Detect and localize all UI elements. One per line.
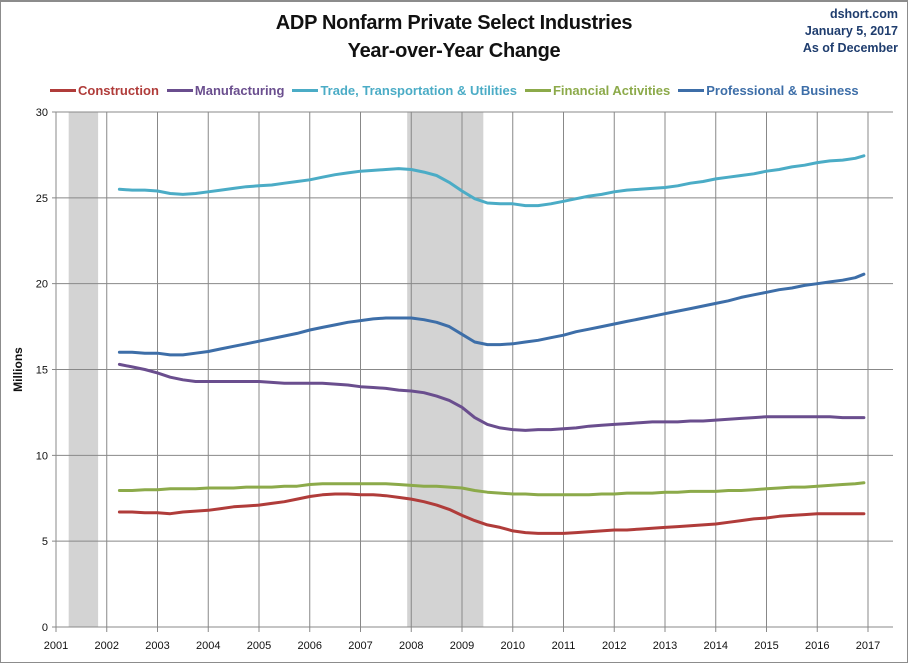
source-asof: As of December [802,41,898,55]
x-tick-label: 2010 [501,640,525,652]
x-tick-label: 2016 [805,640,829,652]
source-block: dshort.com January 5, 2017 As of Decembe… [803,6,898,57]
x-tick-label: 2008 [399,640,423,652]
x-tick-label: 2011 [552,640,576,652]
y-tick-label: 10 [36,450,48,462]
source-date: January 5, 2017 [804,24,898,38]
legend-item: Professional & Business [676,83,859,98]
source-site: dshort.com [829,7,898,21]
y-tick-label: 0 [42,622,48,634]
series-line-construction [117,492,866,535]
x-tick-label: 2003 [145,640,169,652]
series-line-financial-activities [117,481,866,497]
legend-label: Financial Activities [552,83,671,98]
x-tick-label: 2014 [704,640,728,652]
legend-item: Financial Activities [523,83,670,98]
legend-swatch [678,89,705,92]
x-tick-label: 2009 [450,640,474,652]
y-tick-label: 20 [36,279,48,291]
x-tick-label: 2001 [44,640,68,652]
y-tick-label: 5 [42,536,48,548]
legend-label: Manufacturing [194,83,285,98]
x-tick-label: 2007 [348,640,372,652]
legend-swatch [524,89,551,92]
y-tick-label: 25 [36,193,48,205]
legend-label: Professional & Business [706,83,859,98]
legend-item: Construction [48,83,159,98]
series-line-manufacturing [117,362,866,432]
legend-item: Trade, Transportation & Utilities [290,83,517,98]
y-tick-label: 30 [36,107,48,119]
legend-swatch [166,89,193,92]
legend: Construction Manufacturing Trade, Transpor… [48,83,859,98]
legend-label: Construction [78,83,159,98]
chart-title: ADP Nonfarm Private Select Industries [275,12,633,34]
series-line-professional-business [117,272,866,357]
legend-swatch [50,89,76,92]
legend-item: Manufacturing [165,83,285,98]
x-tick-label: 2017 [856,640,880,652]
y-axis-label: Millions [11,347,25,392]
x-tick-label: 2004 [196,640,220,652]
x-tick-label: 2012 [602,640,626,652]
legend-swatch [292,89,319,92]
x-tick-label: 2005 [247,640,271,652]
legend-label: Trade, Transportation & Utilities [320,83,517,98]
x-tick-label: 2013 [653,640,677,652]
x-tick-label: 2002 [95,640,119,652]
chart-subtitle: Year-over-Year Change [347,40,561,62]
series-line-trade-transportation-utilities [117,154,866,208]
x-tick-label: 2006 [298,640,322,652]
y-tick-label: 15 [36,365,48,377]
x-tick-label: 2015 [754,640,778,652]
